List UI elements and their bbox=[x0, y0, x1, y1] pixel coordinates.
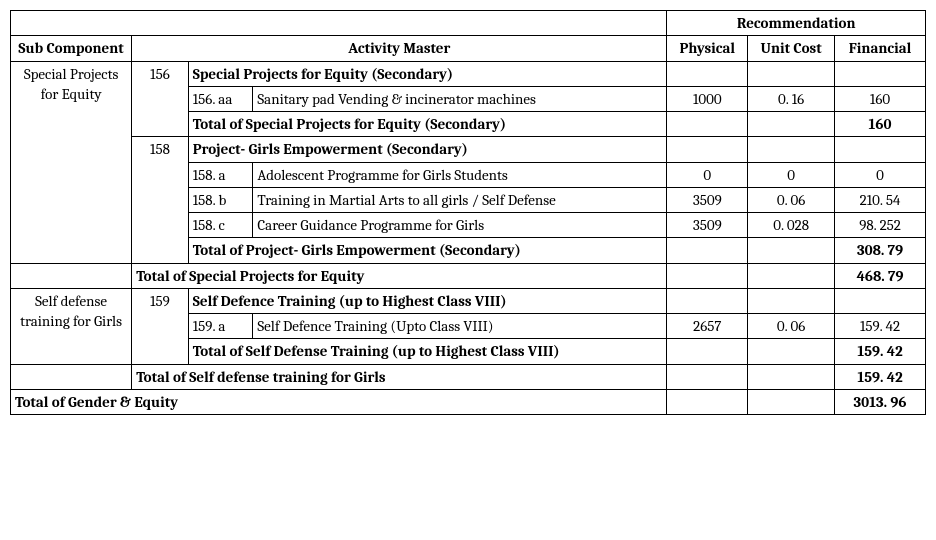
subcomp-sdg: Self defense training for Girls bbox=[11, 288, 132, 364]
group-156-title: Special Projects for Equity (Secondary) bbox=[188, 61, 667, 86]
total-156-fin: 160 bbox=[835, 112, 926, 137]
header-unit-cost: Unit Cost bbox=[748, 36, 835, 61]
total-spe-fin: 468. 79 bbox=[835, 263, 926, 288]
total-158-label: Total of Project- Girls Empowerment (Sec… bbox=[188, 238, 667, 263]
row-158a-phys: 0 bbox=[667, 162, 748, 187]
row-156aa-phys: 1000 bbox=[667, 86, 748, 111]
row-158b-code: 158. b bbox=[188, 187, 253, 212]
total-sdg-label: Total of Self defense training for Girls bbox=[132, 364, 667, 389]
subcomp-spe: Special Projects for Equity bbox=[11, 61, 132, 263]
row-158a-fin: 0 bbox=[835, 162, 926, 187]
row-158c-phys: 3509 bbox=[667, 213, 748, 238]
grand-total-fin: 3013. 96 bbox=[835, 389, 926, 414]
header-recommendation: Recommendation bbox=[667, 11, 926, 36]
row-158c-code: 158. c bbox=[188, 213, 253, 238]
row-158b-unit: 0. 06 bbox=[748, 187, 835, 212]
row-159a-phys: 2657 bbox=[667, 314, 748, 339]
row-156aa-desc: Sanitary pad Vending & incinerator machi… bbox=[253, 86, 667, 111]
grand-total-label: Total of Gender & Equity bbox=[11, 389, 667, 414]
group-156-id: 156 bbox=[132, 61, 189, 137]
total-156-label: Total of Special Projects for Equity (Se… bbox=[188, 112, 667, 137]
header-sub-component: Sub Component bbox=[11, 36, 132, 61]
header-physical: Physical bbox=[667, 36, 748, 61]
row-156aa-fin: 160 bbox=[835, 86, 926, 111]
row-159a-code: 159. a bbox=[188, 314, 253, 339]
row-158b-phys: 3509 bbox=[667, 187, 748, 212]
group-159-title: Self Defence Training (up to Highest Cla… bbox=[188, 288, 667, 313]
row-158a-unit: 0 bbox=[748, 162, 835, 187]
total-159-label: Total of Self Defense Training (up to Hi… bbox=[188, 339, 667, 364]
total-158-fin: 308. 79 bbox=[835, 238, 926, 263]
group-159-id: 159 bbox=[132, 288, 189, 364]
row-158a-desc: Adolescent Programme for Girls Students bbox=[253, 162, 667, 187]
group-158-title: Project- Girls Empowerment (Secondary) bbox=[188, 137, 667, 162]
row-156aa-unit: 0. 16 bbox=[748, 86, 835, 111]
row-159a-fin: 159. 42 bbox=[835, 314, 926, 339]
total-spe-label: Total of Special Projects for Equity bbox=[132, 263, 667, 288]
row-158c-unit: 0. 028 bbox=[748, 213, 835, 238]
row-159a-desc: Self Defence Training (Upto Class VIII) bbox=[253, 314, 667, 339]
budget-table: Recommendation Sub Component Activity Ma… bbox=[10, 10, 926, 415]
total-159-fin: 159. 42 bbox=[835, 339, 926, 364]
total-sdg-fin: 159. 42 bbox=[835, 364, 926, 389]
row-159a-unit: 0. 06 bbox=[748, 314, 835, 339]
row-158b-desc: Training in Martial Arts to all girls / … bbox=[253, 187, 667, 212]
group-158-id: 158 bbox=[132, 137, 189, 263]
row-158c-desc: Career Guidance Programme for Girls bbox=[253, 213, 667, 238]
row-158c-fin: 98. 252 bbox=[835, 213, 926, 238]
row-156aa-code: 156. aa bbox=[188, 86, 253, 111]
row-158a-code: 158. a bbox=[188, 162, 253, 187]
row-158b-fin: 210. 54 bbox=[835, 187, 926, 212]
header-activity-master: Activity Master bbox=[132, 36, 667, 61]
header-financial: Financial bbox=[835, 36, 926, 61]
